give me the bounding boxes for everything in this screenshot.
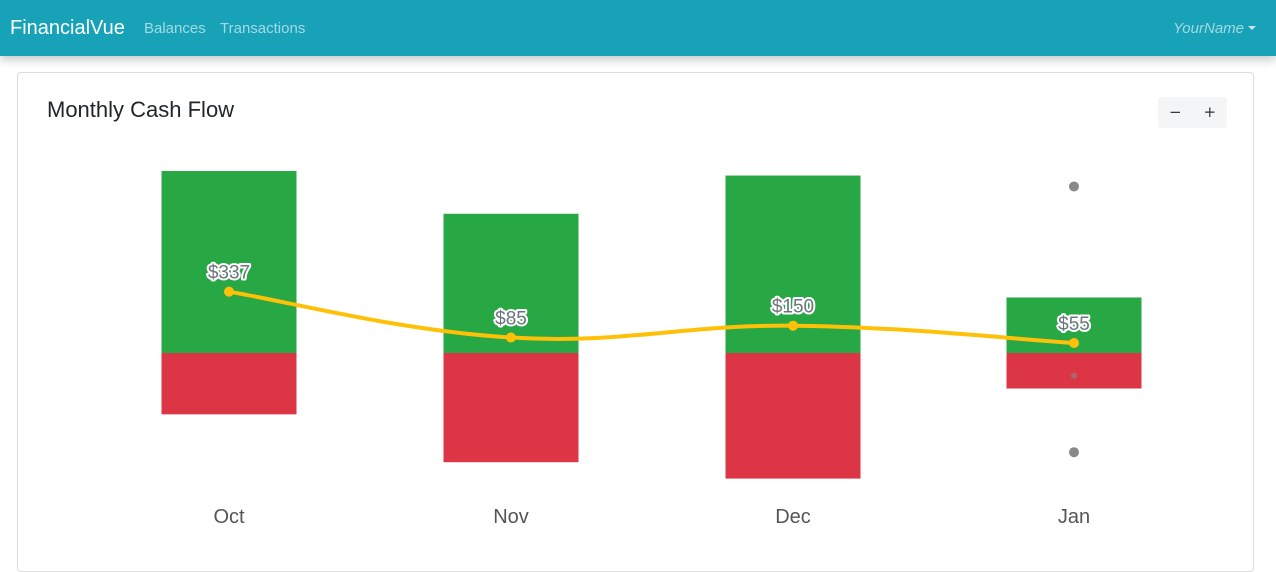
nav-link-transactions[interactable]: Transactions [220,20,306,37]
zoom-out-button[interactable]: − [1158,97,1193,128]
net-value-label-dec: $150 [772,297,814,318]
expense-bar-dec [725,353,861,479]
marker-jan-2 [1071,372,1077,379]
net-value-label-nov: $85 [495,309,527,330]
net-value-label-jan: $55 [1058,314,1090,335]
net-point-dec [788,320,798,331]
cash-flow-chart: $337 $85 $150 $55 Oct Nov Dec Jan [161,171,1142,528]
zoom-controls: − + [1158,97,1227,128]
zoom-in-button[interactable]: + [1193,97,1228,128]
expense-bar-nov [443,353,579,463]
navbar: FinancialVue Balances Transactions YourN… [0,0,1276,56]
expense-bar-jan [1006,353,1142,389]
expense-bar-oct [161,353,297,415]
card-title: Monthly Cash Flow [47,97,235,122]
nav-link-balances[interactable]: Balances [144,20,206,37]
brand-logo[interactable]: FinancialVue [10,17,125,39]
marker-jan-3 [1069,447,1079,458]
net-point-jan [1069,337,1079,348]
x-tick-label-nov: Nov [493,506,529,528]
income-bar-oct [161,171,297,353]
net-point-nov [506,332,516,343]
net-line [227,289,1076,345]
marker-jan-1 [1069,181,1079,192]
net-point-oct [224,286,234,297]
income-bar-nov [443,213,579,353]
x-tick-label-dec: Dec [775,506,811,528]
x-tick-label-jan: Jan [1058,506,1090,528]
user-name: YourName [1173,20,1244,37]
x-tick-label-oct: Oct [213,506,245,528]
user-menu-dropdown[interactable]: YourName [1173,20,1256,37]
caret-down-icon [1248,26,1256,30]
net-value-label-oct: $337 [208,263,250,284]
